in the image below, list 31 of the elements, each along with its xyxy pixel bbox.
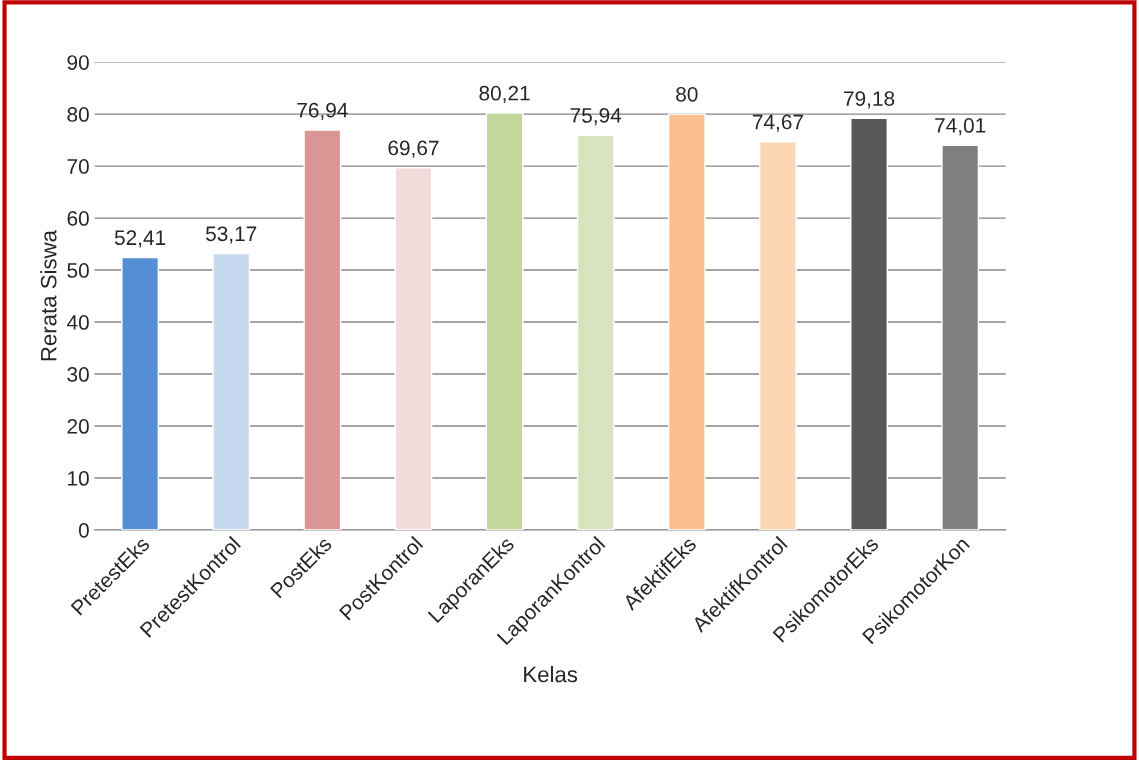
bar bbox=[303, 129, 342, 530]
data-label: 76,94 bbox=[297, 102, 348, 121]
y-axis-title: Rerata Siswa bbox=[40, 229, 57, 361]
data-label: 74,67 bbox=[752, 114, 803, 132]
data-label: 80,21 bbox=[479, 85, 530, 104]
data-label: 79,18 bbox=[844, 91, 895, 109]
data-label: 69,67 bbox=[388, 140, 439, 158]
bar bbox=[576, 134, 615, 530]
bar bbox=[394, 167, 433, 530]
bar bbox=[850, 117, 888, 530]
bar bbox=[759, 141, 797, 530]
data-label: 75,94 bbox=[570, 108, 622, 126]
y-tick-label: 70 bbox=[67, 159, 89, 174]
y-tick-label: 50 bbox=[67, 263, 89, 278]
bar bbox=[121, 256, 160, 530]
data-label: 80 bbox=[676, 86, 698, 102]
data-label: 53,17 bbox=[205, 226, 257, 244]
data-label: 74,01 bbox=[935, 118, 986, 136]
y-tick-label: 80 bbox=[67, 107, 89, 122]
y-tick-label: 10 bbox=[68, 471, 89, 486]
y-tick-label: 30 bbox=[67, 367, 89, 382]
x-axis-title: Kelas bbox=[524, 665, 578, 683]
data-label: 52,41 bbox=[114, 230, 166, 248]
bar bbox=[212, 252, 251, 530]
y-tick-label: 90 bbox=[67, 55, 89, 70]
bar bbox=[485, 112, 524, 530]
bar bbox=[667, 113, 706, 530]
y-tick-label: 0 bbox=[78, 523, 89, 538]
y-tick-label: 40 bbox=[66, 315, 89, 330]
y-tick-label: 60 bbox=[67, 211, 89, 226]
y-tick-label: 20 bbox=[67, 419, 89, 434]
